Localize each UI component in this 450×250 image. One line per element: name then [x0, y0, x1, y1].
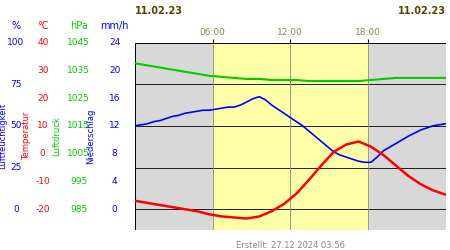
Text: 4: 4: [112, 177, 117, 186]
Text: 1025: 1025: [68, 94, 90, 102]
Text: -20: -20: [36, 205, 50, 214]
Text: 11.02.23: 11.02.23: [397, 6, 446, 16]
Text: 0: 0: [112, 205, 117, 214]
Text: %: %: [11, 21, 20, 31]
Text: -10: -10: [36, 177, 50, 186]
Text: hPa: hPa: [70, 21, 88, 31]
Text: 12: 12: [109, 121, 121, 130]
Text: 11.02.23: 11.02.23: [135, 6, 183, 16]
Text: Niederschlag: Niederschlag: [86, 108, 95, 164]
Text: 16: 16: [109, 94, 121, 102]
Text: 0: 0: [13, 205, 18, 214]
Text: 30: 30: [37, 66, 49, 75]
Text: 1005: 1005: [67, 149, 90, 158]
Text: 75: 75: [10, 80, 22, 89]
Text: 1035: 1035: [67, 66, 90, 75]
Text: 1045: 1045: [68, 38, 90, 47]
Text: Erstellt: 27.12.2024 03:56: Erstellt: 27.12.2024 03:56: [236, 241, 345, 250]
Text: 100: 100: [7, 38, 24, 47]
Bar: [212, 42, 368, 230]
Text: 995: 995: [70, 177, 87, 186]
Text: 20: 20: [37, 94, 49, 102]
Text: 985: 985: [70, 205, 87, 214]
Text: 25: 25: [10, 163, 22, 172]
Text: 24: 24: [109, 38, 121, 47]
Text: 0: 0: [40, 149, 45, 158]
Text: 8: 8: [112, 149, 117, 158]
Text: 40: 40: [37, 38, 49, 47]
Text: Luftdruck: Luftdruck: [52, 116, 61, 156]
Text: Luftfeuchtigkeit: Luftfeuchtigkeit: [0, 103, 7, 169]
Text: mm/h: mm/h: [100, 21, 129, 31]
Text: Temperatur: Temperatur: [22, 112, 31, 160]
Text: 1015: 1015: [67, 121, 90, 130]
Text: 20: 20: [109, 66, 121, 75]
Text: °C: °C: [37, 21, 49, 31]
Text: 50: 50: [10, 121, 22, 130]
Text: 10: 10: [37, 121, 49, 130]
